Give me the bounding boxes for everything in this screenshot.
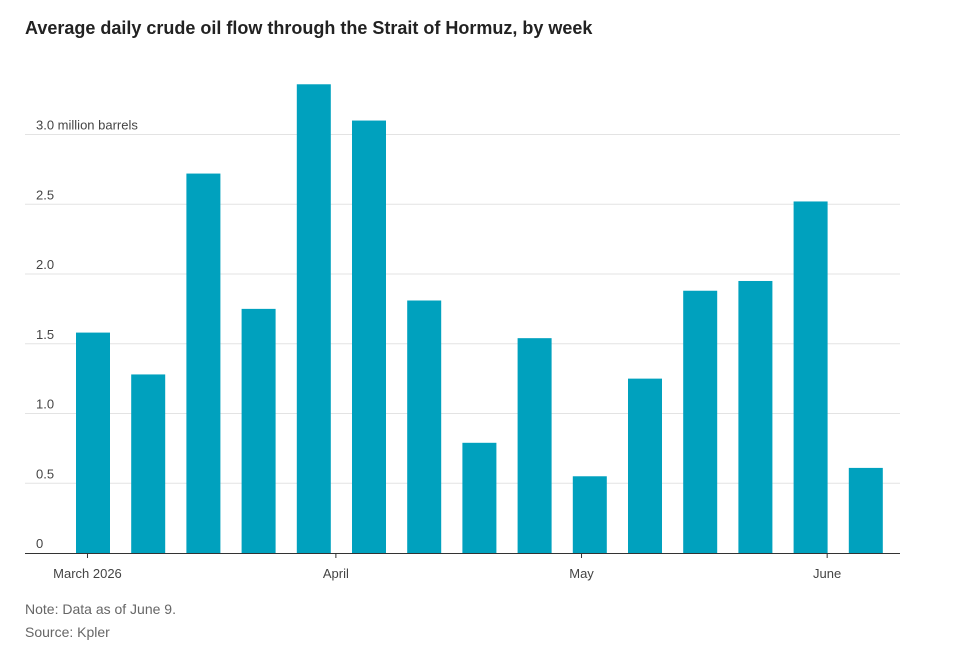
bar [793, 201, 828, 553]
bar [407, 300, 442, 553]
bar [572, 476, 607, 553]
y-tick-label: 3.0 million barrels [36, 118, 138, 133]
chart-note: Note: Data as of June 9. [25, 601, 176, 617]
bar [241, 308, 276, 553]
x-tick-label: April [323, 566, 349, 581]
bar [738, 280, 773, 553]
bar [848, 467, 883, 553]
y-tick-label: 0 [36, 536, 43, 551]
y-tick-label: 1.5 [36, 327, 54, 342]
y-axis-labels: 0 0.5 1.0 1.5 2.0 2.5 3.0 million barrels [36, 118, 138, 552]
x-axis: March 2026 April May June [25, 553, 900, 581]
chart-source: Source: Kpler [25, 624, 110, 640]
y-tick-label: 2.5 [36, 187, 54, 202]
bar [296, 84, 331, 553]
x-tick-label: June [813, 566, 841, 581]
x-tick-label: March 2026 [53, 566, 122, 581]
y-tick-label: 1.0 [36, 397, 54, 412]
bar [131, 374, 166, 553]
bar [186, 173, 221, 553]
chart-area: March 2026 April May June 0 0.5 1.0 1.5 2.0 2.5 3… [25, 84, 900, 581]
bar-series [76, 84, 883, 554]
chart-title: Average daily crude oil flow through the… [25, 18, 593, 38]
x-tick-label: May [569, 566, 594, 581]
bar [683, 290, 718, 553]
bar [76, 332, 110, 553]
y-tick-label: 0.5 [36, 466, 54, 481]
y-tick-label: 2.0 [36, 257, 54, 272]
bar [628, 378, 662, 553]
bar [352, 120, 386, 554]
bar [517, 338, 552, 553]
bar [462, 442, 497, 553]
